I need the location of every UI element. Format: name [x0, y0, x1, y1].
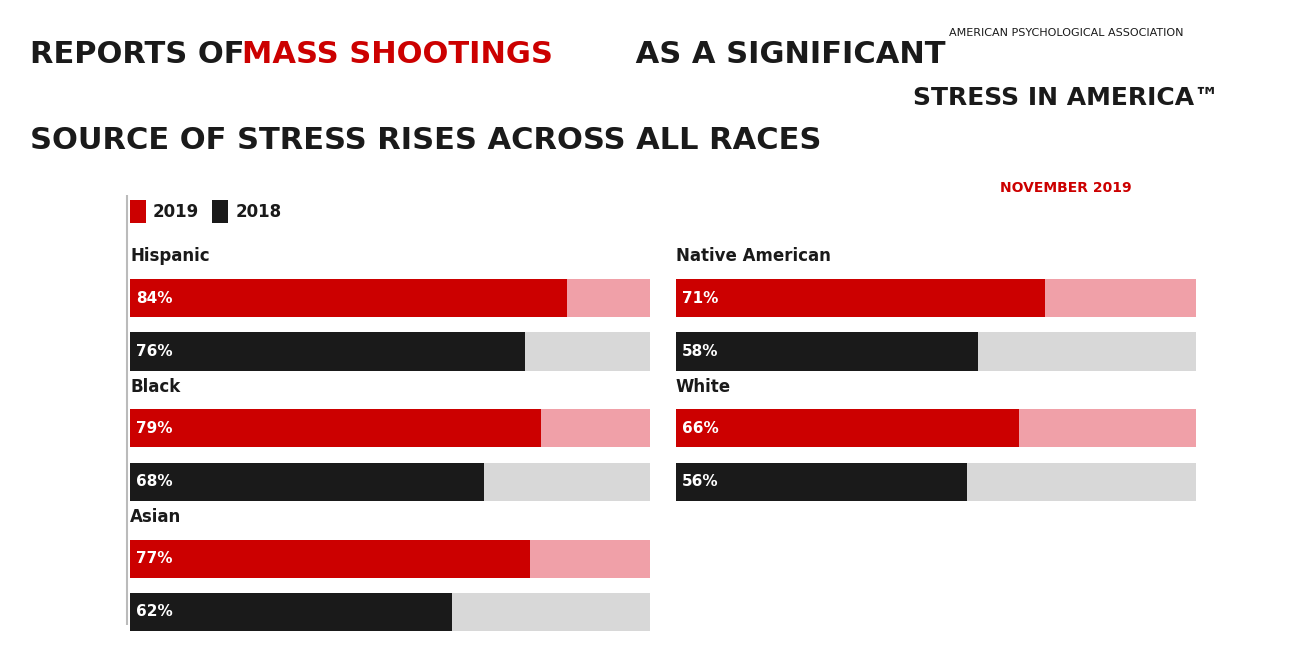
Bar	[130, 279, 567, 317]
Bar	[676, 279, 1045, 317]
Bar	[130, 409, 650, 447]
Text: SOURCE OF STRESS RISES ACROSS ALL RACES: SOURCE OF STRESS RISES ACROSS ALL RACES	[30, 126, 822, 155]
Text: NOVEMBER 2019: NOVEMBER 2019	[1000, 181, 1132, 195]
Bar	[130, 463, 484, 501]
Text: Hispanic: Hispanic	[130, 247, 209, 266]
Text: 71%: 71%	[682, 290, 719, 306]
Text: 2018: 2018	[235, 202, 282, 221]
Text: 58%: 58%	[682, 344, 719, 359]
Text: 66%: 66%	[682, 421, 719, 436]
Text: 84%: 84%	[136, 290, 173, 306]
Bar	[130, 279, 650, 317]
Bar	[130, 540, 650, 577]
Bar	[130, 463, 650, 501]
Text: Native American: Native American	[676, 247, 831, 266]
Text: AMERICAN PSYCHOLOGICAL ASSOCIATION: AMERICAN PSYCHOLOGICAL ASSOCIATION	[949, 27, 1183, 38]
Text: White: White	[676, 378, 731, 396]
Bar	[676, 333, 978, 370]
Text: 76%: 76%	[136, 344, 173, 359]
Text: STRESS IN AMERICA™: STRESS IN AMERICA™	[913, 86, 1219, 110]
Bar	[130, 409, 541, 447]
Bar	[130, 333, 650, 370]
Bar	[130, 333, 525, 370]
Bar	[676, 463, 1196, 501]
Text: 62%: 62%	[136, 604, 173, 619]
Text: 79%: 79%	[136, 421, 173, 436]
Bar	[130, 593, 650, 631]
Bar	[676, 409, 1019, 447]
Text: Black: Black	[130, 378, 181, 396]
Bar	[676, 333, 1196, 370]
Bar	[212, 201, 227, 223]
Bar	[130, 540, 530, 577]
Text: 77%: 77%	[136, 551, 173, 566]
Bar	[676, 463, 967, 501]
Bar	[130, 593, 452, 631]
Text: Asian: Asian	[130, 508, 181, 526]
Text: MASS SHOOTINGS: MASS SHOOTINGS	[242, 40, 552, 70]
Text: 68%: 68%	[136, 474, 173, 489]
Bar	[130, 201, 146, 223]
Text: 2019: 2019	[153, 202, 199, 221]
Text: REPORTS OF: REPORTS OF	[30, 40, 255, 70]
Text: AS A SIGNIFICANT: AS A SIGNIFICANT	[624, 40, 945, 70]
Text: 56%: 56%	[682, 474, 719, 489]
Bar	[676, 409, 1196, 447]
Bar	[676, 279, 1196, 317]
